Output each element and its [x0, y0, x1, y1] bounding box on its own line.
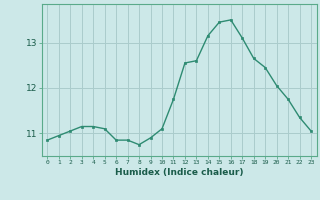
X-axis label: Humidex (Indice chaleur): Humidex (Indice chaleur)	[115, 168, 244, 177]
